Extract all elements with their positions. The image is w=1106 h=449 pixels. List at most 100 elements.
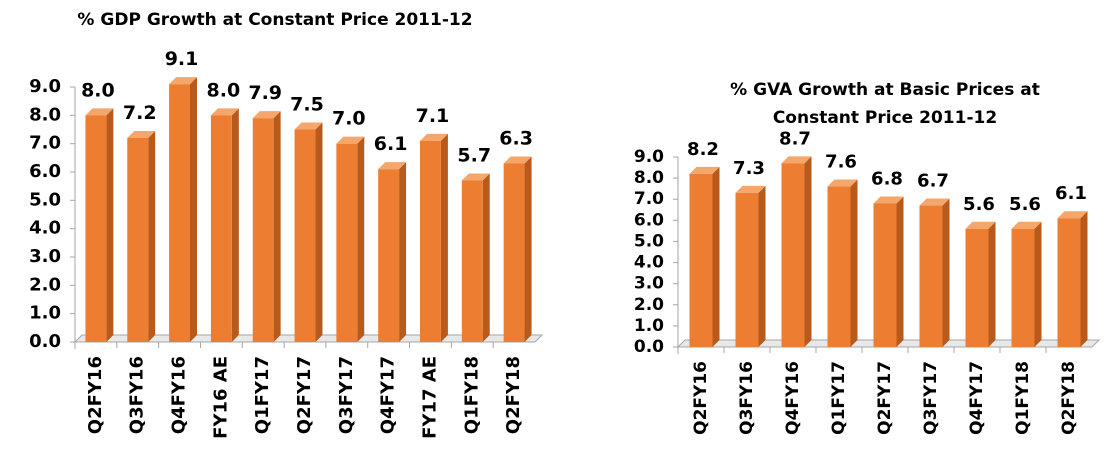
y-tick-label: 8.0 <box>29 104 61 125</box>
y-tick-label: 3.0 <box>29 246 61 267</box>
bar-top <box>461 173 490 181</box>
bar <box>735 192 759 347</box>
bar-side <box>482 173 490 342</box>
y-tick-label: 1.0 <box>634 316 664 336</box>
bar-side <box>1034 221 1042 347</box>
x-tick-label: Q2FY18 <box>1059 361 1079 435</box>
bar-top <box>169 77 197 85</box>
value-label: 7.6 <box>825 152 857 173</box>
value-label: 7.0 <box>332 108 366 130</box>
bar-side <box>942 198 950 347</box>
bar <box>461 180 483 342</box>
bar-top <box>781 156 812 164</box>
bar <box>210 115 232 342</box>
bar-side <box>1080 211 1088 347</box>
bar-top <box>689 166 720 174</box>
x-tick-label: FY16 AE <box>210 356 231 439</box>
y-tick-label: 9.0 <box>29 76 61 97</box>
bar-top <box>378 162 407 170</box>
value-label: 8.2 <box>687 139 719 160</box>
x-tick-label: Q2FY18 <box>503 356 524 434</box>
bar-side <box>315 122 323 342</box>
bar-top <box>965 221 996 229</box>
value-label: 7.2 <box>123 102 157 124</box>
value-label: 8.0 <box>81 79 115 101</box>
value-label: 6.3 <box>499 128 533 150</box>
bar-side <box>148 131 156 342</box>
bar-top <box>294 122 323 130</box>
bar-top <box>503 156 532 164</box>
bar-side <box>988 221 996 347</box>
value-label: 9.1 <box>165 48 199 70</box>
bar <box>827 186 851 347</box>
value-label: 8.0 <box>207 79 241 101</box>
bar-side <box>106 108 114 342</box>
bar-top <box>85 108 114 116</box>
bar <box>965 228 989 347</box>
value-label: 5.6 <box>1009 194 1041 215</box>
bar <box>252 118 274 343</box>
bar-top <box>1011 221 1042 229</box>
value-label: 7.5 <box>290 94 324 116</box>
x-tick-label: Q3FY17 <box>921 361 941 435</box>
x-tick-label: Q3FY17 <box>336 356 357 434</box>
value-label: 6.8 <box>871 168 903 189</box>
bar-top <box>127 131 156 138</box>
x-tick-label: Q1FY17 <box>252 356 273 434</box>
y-tick-label: 5.0 <box>29 189 61 210</box>
value-label: 6.1 <box>374 133 408 155</box>
bar <box>781 163 805 347</box>
y-tick-label: 1.0 <box>29 303 61 324</box>
bar-side <box>712 166 720 347</box>
bar-side <box>399 162 407 342</box>
chart-title: % GVA Growth at Basic Prices at Constant… <box>730 80 1040 128</box>
y-tick-label: 3.0 <box>634 274 664 294</box>
bar <box>378 169 400 342</box>
bar <box>127 138 149 342</box>
x-tick-label: Q1FY18 <box>461 356 482 434</box>
bar-side <box>231 108 239 342</box>
bar-side <box>524 156 532 342</box>
bar <box>294 129 316 342</box>
bar-top <box>210 108 239 116</box>
x-tick-label: Q1FY18 <box>1013 361 1033 435</box>
bar <box>420 140 441 342</box>
bar-top <box>735 185 766 193</box>
bar <box>169 84 190 343</box>
value-label: 5.6 <box>963 194 995 215</box>
y-tick-label: 4.0 <box>29 218 61 239</box>
x-tick-label: Q4FY17 <box>378 356 399 434</box>
x-tick-label: Q3FY16 <box>737 361 757 435</box>
y-tick-label: 2.0 <box>29 274 61 295</box>
bar-side <box>896 196 904 347</box>
bar-top <box>1057 211 1088 219</box>
x-tick-label: FY17 AE <box>419 356 440 439</box>
value-label: 6.7 <box>917 171 949 192</box>
chart-title: % GDP Growth at Constant Price 2011-12 <box>77 10 473 30</box>
x-tick-label: Q2FY17 <box>294 356 315 434</box>
bar-side <box>850 179 858 347</box>
x-tick-label: Q4FY16 <box>783 361 803 435</box>
bar-top <box>336 136 365 144</box>
bar-top <box>873 196 904 204</box>
bar-side <box>440 133 448 342</box>
bar <box>1011 228 1035 347</box>
value-label: 6.1 <box>1055 183 1087 204</box>
x-tick-label: Q4FY17 <box>967 361 987 435</box>
bar <box>85 115 107 342</box>
y-tick-label: 7.0 <box>634 189 664 209</box>
x-tick-label: Q1FY17 <box>829 361 849 435</box>
bar-top <box>919 198 950 206</box>
bar <box>1057 218 1081 347</box>
x-tick-label: Q3FY16 <box>127 356 148 434</box>
value-label: 7.9 <box>248 82 282 104</box>
y-tick-label: 7.0 <box>29 133 61 154</box>
y-tick-label: 0.0 <box>634 337 664 357</box>
bar-side <box>804 156 812 347</box>
bar-side <box>273 111 281 343</box>
bar <box>919 205 943 347</box>
y-tick-label: 4.0 <box>634 253 664 273</box>
bar-top <box>420 133 448 141</box>
